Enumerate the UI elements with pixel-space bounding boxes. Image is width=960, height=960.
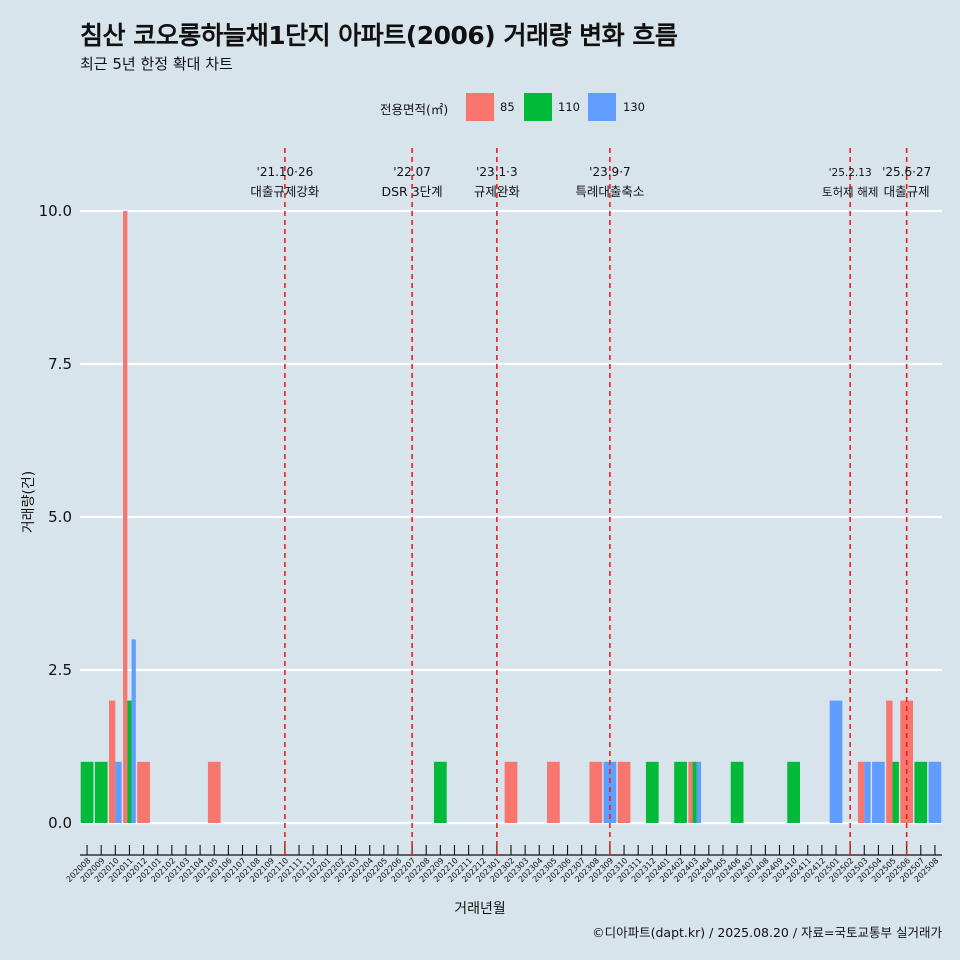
bar-130-202010: [115, 761, 122, 823]
event-label-202506: 대출규제: [884, 184, 930, 199]
bar-110-202011: [127, 700, 132, 823]
bar-85-202505: [886, 700, 893, 823]
bar-110-202402: [674, 761, 687, 823]
event-label-202309: 특례대출축소: [575, 184, 644, 199]
legend-swatch-85: [466, 93, 494, 121]
bar-130-202309: [603, 761, 617, 823]
bar-85-202105: [207, 761, 221, 823]
bar-110-202008: [80, 761, 94, 823]
bar-110-202009: [94, 761, 108, 823]
bar-85-202403: [688, 761, 693, 823]
bar-130-202501: [829, 700, 843, 823]
source-caption: ©디아파트(dapt.kr) / 2025.08.20 / 자료=국토교통부 실…: [592, 925, 942, 940]
chart-title: 침산 코오롱하늘채1단지 아파트(2006) 거래량 변화 흐름: [80, 21, 678, 50]
legend-label-110: 110: [558, 100, 580, 114]
y-tick-label: 10.0: [39, 202, 72, 220]
bar-110-202410: [787, 761, 800, 823]
event-date-202301: '23.1·3: [476, 165, 517, 179]
y-tick-label: 5.0: [48, 508, 72, 526]
y-tick-label: 0.0: [48, 814, 72, 832]
bar-130-202403: [696, 761, 702, 823]
bar-85-202310: [617, 761, 631, 823]
bar-110-202406: [730, 761, 744, 823]
legend-label-85: 85: [500, 100, 515, 114]
bar-110-202312: [645, 761, 659, 823]
y-axis-label: 거래량(건): [21, 470, 37, 534]
x-axis-label: 거래년월: [454, 901, 506, 917]
legend: 전용면적(㎡) 85 110 130: [0, 92, 960, 122]
bar-130-202011: [131, 639, 136, 823]
bar-85-202012: [137, 761, 150, 823]
legend-swatch-110: [524, 93, 552, 121]
event-label-202110: 대출규제강화: [250, 184, 320, 199]
legend-swatch-130: [588, 93, 616, 121]
y-tick-label: 2.5: [48, 661, 72, 679]
y-tick-label: 7.5: [48, 355, 72, 373]
event-date-202506: '25.6·27: [882, 165, 931, 179]
event-date-202502: '25.2.13: [829, 167, 872, 179]
event-label-202502: 토허제 해제: [822, 185, 879, 199]
bar-85-202308: [589, 761, 603, 823]
bar-110-202505: [892, 761, 899, 823]
event-label-202301: 규제완화: [474, 184, 521, 199]
chart-subtitle: 최근 5년 한정 확대 차트: [80, 55, 233, 73]
bar-110-202209: [433, 761, 447, 823]
bar-110-202507: [914, 761, 928, 823]
bar-85-202302: [504, 761, 518, 823]
event-date-202110: '21.10·26: [257, 165, 314, 179]
event-label-202207: DSR 3단계: [381, 184, 442, 199]
legend-label-130: 130: [623, 100, 645, 114]
bar-130-202503: [864, 761, 871, 823]
bar-130-202508: [928, 761, 942, 823]
event-date-202309: '23.9·7: [589, 165, 630, 179]
event-date-202207: '22.07: [393, 165, 431, 179]
legend-title: 전용면적(㎡): [380, 102, 449, 117]
bar-130-202504: [872, 761, 885, 823]
bar-85-202503: [857, 761, 865, 823]
bar-85-202011: [123, 211, 128, 823]
bar-85-202010: [108, 700, 116, 823]
bar-85-202305: [547, 761, 560, 823]
bar-110-202403: [692, 761, 697, 823]
